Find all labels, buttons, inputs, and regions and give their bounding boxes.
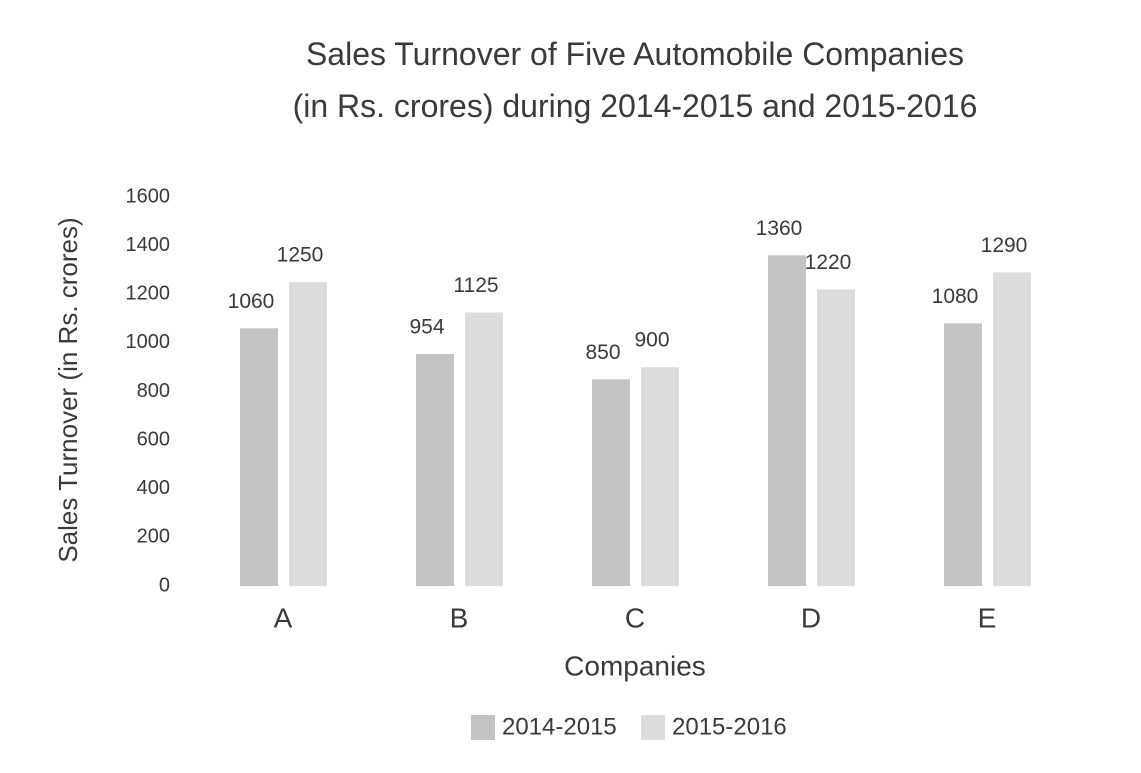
y-tick-label: 800 — [137, 380, 170, 402]
value-label: 850 — [585, 341, 620, 364]
y-tick-label: 1400 — [126, 234, 171, 256]
y-tick-label: 1600 — [126, 185, 171, 207]
bar — [993, 272, 1031, 586]
bar — [817, 289, 855, 586]
bar — [768, 255, 806, 586]
bar — [289, 282, 327, 586]
value-label: 900 — [634, 329, 669, 352]
y-tick-label: 1200 — [126, 283, 171, 305]
x-tick-label: B — [450, 602, 469, 633]
bar — [641, 367, 679, 586]
x-tick-label: C — [625, 602, 645, 633]
legend-label: 2014-2015 — [502, 713, 617, 740]
bar — [416, 354, 454, 586]
legend-swatch — [641, 715, 665, 740]
bar — [240, 328, 278, 586]
value-label: 1060 — [228, 290, 275, 313]
bar — [592, 379, 630, 586]
value-label: 1250 — [277, 244, 324, 267]
value-label: 1290 — [981, 234, 1028, 257]
y-tick-label: 0 — [159, 574, 170, 596]
chart-title: Sales Turnover of Five Automobile Compan… — [292, 36, 978, 124]
x-tick-label: D — [801, 602, 821, 633]
value-label: 1125 — [453, 274, 498, 297]
value-label: 954 — [409, 316, 444, 339]
value-label: 1360 — [756, 217, 803, 240]
y-tick-label: 600 — [137, 428, 170, 450]
y-axis-label: Sales Turnover (in Rs. crores) — [53, 217, 83, 562]
bar — [944, 323, 982, 586]
x-tick-label: E — [978, 602, 997, 633]
bar — [465, 312, 503, 586]
x-tick-label: A — [274, 602, 293, 633]
y-tick-label: 1000 — [126, 331, 171, 353]
y-tick-label: 200 — [137, 526, 170, 548]
y-tick-label: 400 — [137, 477, 170, 499]
legend-swatch — [471, 715, 495, 740]
legend-label: 2015-2016 — [672, 713, 787, 740]
value-label: 1220 — [805, 251, 852, 274]
x-axis-label: Companies — [564, 650, 706, 681]
value-label: 1080 — [932, 285, 979, 308]
